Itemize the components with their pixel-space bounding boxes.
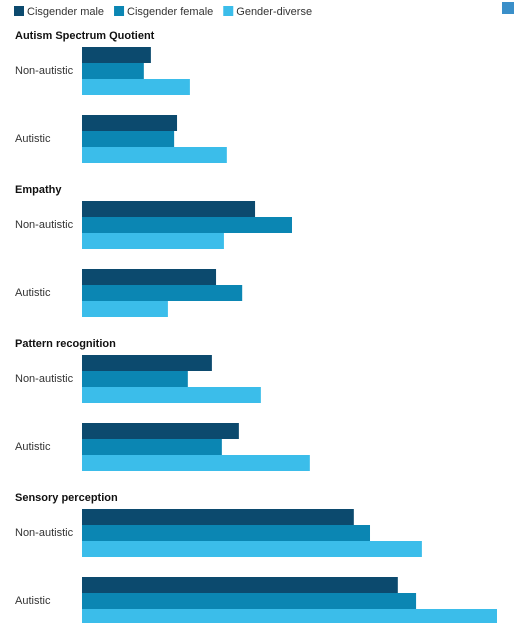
- bar: [82, 439, 222, 455]
- corner-icon[interactable]: [502, 2, 514, 14]
- bar: [82, 541, 422, 557]
- bar: [82, 269, 217, 285]
- bar: [82, 455, 310, 471]
- bar: [82, 115, 178, 131]
- group-title: Pattern recognition: [15, 338, 116, 350]
- bar: [82, 509, 354, 525]
- category-label: Non-autistic: [15, 373, 74, 385]
- category-label: Non-autistic: [15, 219, 74, 231]
- bar: [82, 131, 175, 147]
- bar: [82, 371, 188, 387]
- category-label: Autistic: [15, 441, 51, 453]
- category-label: Non-autistic: [15, 527, 74, 539]
- legend-label: Gender-diverse: [236, 6, 312, 18]
- bar: [82, 63, 144, 79]
- bar: [82, 577, 398, 593]
- bar: [82, 301, 168, 317]
- bar: [82, 387, 261, 403]
- category-label: Autistic: [15, 287, 51, 299]
- bar: [82, 233, 224, 249]
- bar: [82, 285, 243, 301]
- bar: [82, 609, 497, 623]
- category-label: Autistic: [15, 133, 51, 145]
- legend-swatch: [14, 6, 24, 16]
- bar: [82, 525, 371, 541]
- legend-swatch: [223, 6, 234, 16]
- bar: [82, 79, 190, 95]
- group-title: Sensory perception: [15, 492, 118, 504]
- bar: [82, 355, 212, 371]
- group-title: Autism Spectrum Quotient: [15, 30, 155, 42]
- bar: [82, 201, 256, 217]
- legend-swatch: [114, 6, 125, 16]
- bar: [82, 217, 292, 233]
- group-title: Empathy: [15, 184, 62, 196]
- bar: [82, 423, 239, 439]
- category-label: Non-autistic: [15, 65, 74, 77]
- bar: [82, 593, 417, 609]
- legend-label: Cisgender female: [127, 6, 213, 18]
- bar: [82, 47, 151, 63]
- legend-label: Cisgender male: [27, 6, 104, 18]
- category-label: Autistic: [15, 595, 51, 607]
- bar: [82, 147, 227, 163]
